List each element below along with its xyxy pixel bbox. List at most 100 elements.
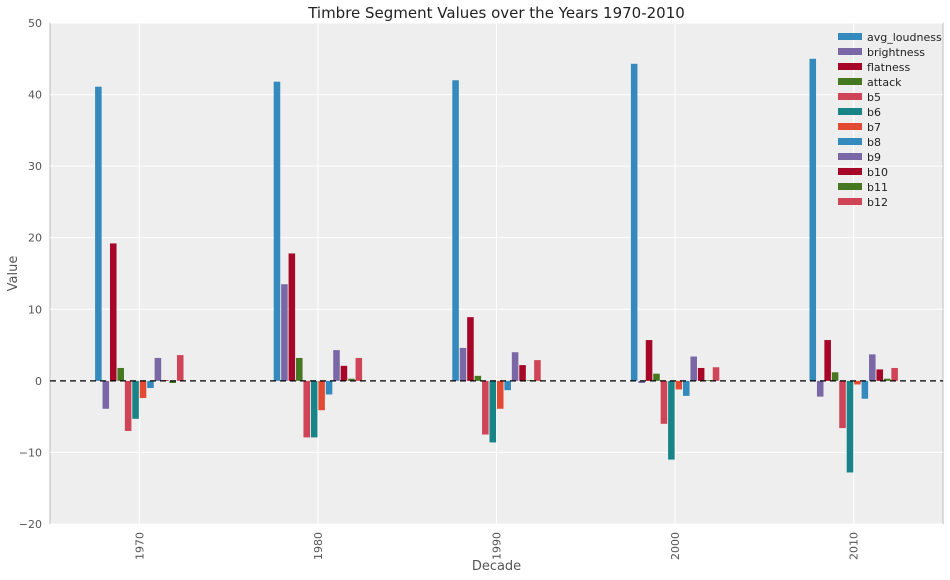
bar-flatness-1980 [288,253,296,381]
bar-b11-1980 [348,378,355,381]
chart-title: Timbre Segment Values over the Years 197… [307,4,685,22]
bar-b7-1990 [496,380,504,409]
bar-b12-1970 [176,355,184,381]
y-tick-label: 0 [35,375,42,388]
bar-b12-1980 [355,357,363,381]
legend-label-avg_loudness: avg_loudness [867,31,942,44]
legend-swatch-b8 [838,138,862,145]
bar-b8-1990 [504,380,511,391]
legend-label-brightness: brightness [867,46,925,59]
bar-avg_loudness-1990 [452,80,459,381]
bar-b7-1970 [139,380,147,399]
bar-brightness-2000 [638,380,645,384]
y-axis-ticks: −20 −10 0 10 20 30 40 50 [19,17,42,531]
bar-avg_loudness-1980 [273,81,281,381]
legend-swatch-b10 [838,168,862,175]
bar-attack-1980 [296,357,303,381]
bar-b12-2010 [891,367,898,381]
legend-label-b11: b11 [867,181,888,194]
x-tick-label: 1980 [312,532,325,560]
bar-b8-1970 [147,380,154,389]
legend-label-b12: b12 [867,196,888,209]
bar-b6-2010 [846,380,854,473]
bar-b6-1980 [310,380,318,438]
bar-b5-1970 [124,380,132,431]
bar-b9-1980 [333,350,340,381]
bar-brightness-1990 [459,347,467,381]
bar-brightness-1980 [281,284,288,381]
legend-swatch-b11 [838,183,862,190]
bar-b10-2000 [697,367,705,381]
bar-brightness-2010 [816,380,824,397]
bar-b7-2000 [675,380,683,390]
x-axis-ticks: 1970 1980 1990 2000 2010 [133,532,860,560]
bar-b9-2000 [690,356,697,381]
bar-b5-2000 [660,380,668,424]
legend-label-b8: b8 [867,136,881,149]
bar-b9-1970 [154,357,162,381]
bar-b11-2000 [705,380,712,381]
legend-label-b10: b10 [867,166,888,179]
x-tick-label: 2010 [848,532,861,560]
legend-label-attack: attack [867,76,902,89]
bar-b8-1980 [325,380,333,395]
bar-b11-1990 [526,380,534,381]
legend-swatch-b12 [838,198,862,205]
bar-attack-1990 [474,375,482,381]
bar-b12-1990 [534,360,541,381]
y-axis-label: Value [6,256,21,292]
legend: avg_loudness brightness flatness attack b5 b6… [838,31,942,209]
legend-swatch-b5 [838,93,862,100]
bar-b12-2000 [712,367,720,381]
legend-label-flatness: flatness [867,61,910,74]
bar-b8-2010 [861,380,869,399]
y-tick-label: −10 [19,446,42,459]
legend-swatch-b6 [838,108,862,115]
bar-b6-1970 [132,380,139,419]
y-tick-label: −20 [19,518,42,531]
bar-b9-2010 [869,354,876,381]
bar-flatness-1970 [109,243,117,381]
legend-label-b7: b7 [867,121,881,134]
y-tick-label: 30 [28,160,42,173]
bar-attack-2010 [831,372,839,381]
legend-label-b5: b5 [867,91,881,104]
bar-flatness-1990 [467,317,474,381]
legend-swatch-avg_loudness [838,33,862,40]
y-tick-label: 40 [28,89,42,102]
bar-avg_loudness-1970 [95,86,102,381]
legend-label-b9: b9 [867,151,881,164]
bar-b10-1980 [340,365,348,381]
bar-b6-2000 [668,380,675,460]
bar-b10-2010 [876,369,884,381]
bar-flatness-2010 [824,340,831,381]
legend-swatch-b7 [838,123,862,130]
legend-swatch-brightness [838,48,862,55]
y-tick-label: 50 [28,17,42,30]
bar-b11-2010 [883,378,891,381]
bar-b11-1970 [169,380,177,384]
bar-b10-1990 [519,365,526,381]
bar-b6-1990 [489,380,497,443]
legend-swatch-b9 [838,153,862,160]
legend-swatch-flatness [838,63,862,70]
bar-attack-2000 [653,373,660,381]
x-tick-label: 1990 [491,532,504,560]
grid [50,22,943,525]
bar-b7-1980 [318,380,325,411]
bar-avg_loudness-2010 [809,58,817,381]
bar-brightness-1970 [102,380,110,409]
legend-label-b6: b6 [867,106,881,119]
bars [95,58,898,473]
bar-attack-1970 [117,367,124,381]
bar-b7-2010 [854,380,861,385]
x-axis-label: Decade [472,559,521,574]
bar-b5-1990 [482,380,489,435]
bar-b9-1990 [511,352,519,381]
bar-b5-1980 [303,380,311,438]
x-tick-label: 2000 [669,532,682,560]
x-tick-label: 1970 [133,532,146,560]
bar-flatness-2000 [645,340,653,381]
bar-b8-2000 [682,380,690,396]
